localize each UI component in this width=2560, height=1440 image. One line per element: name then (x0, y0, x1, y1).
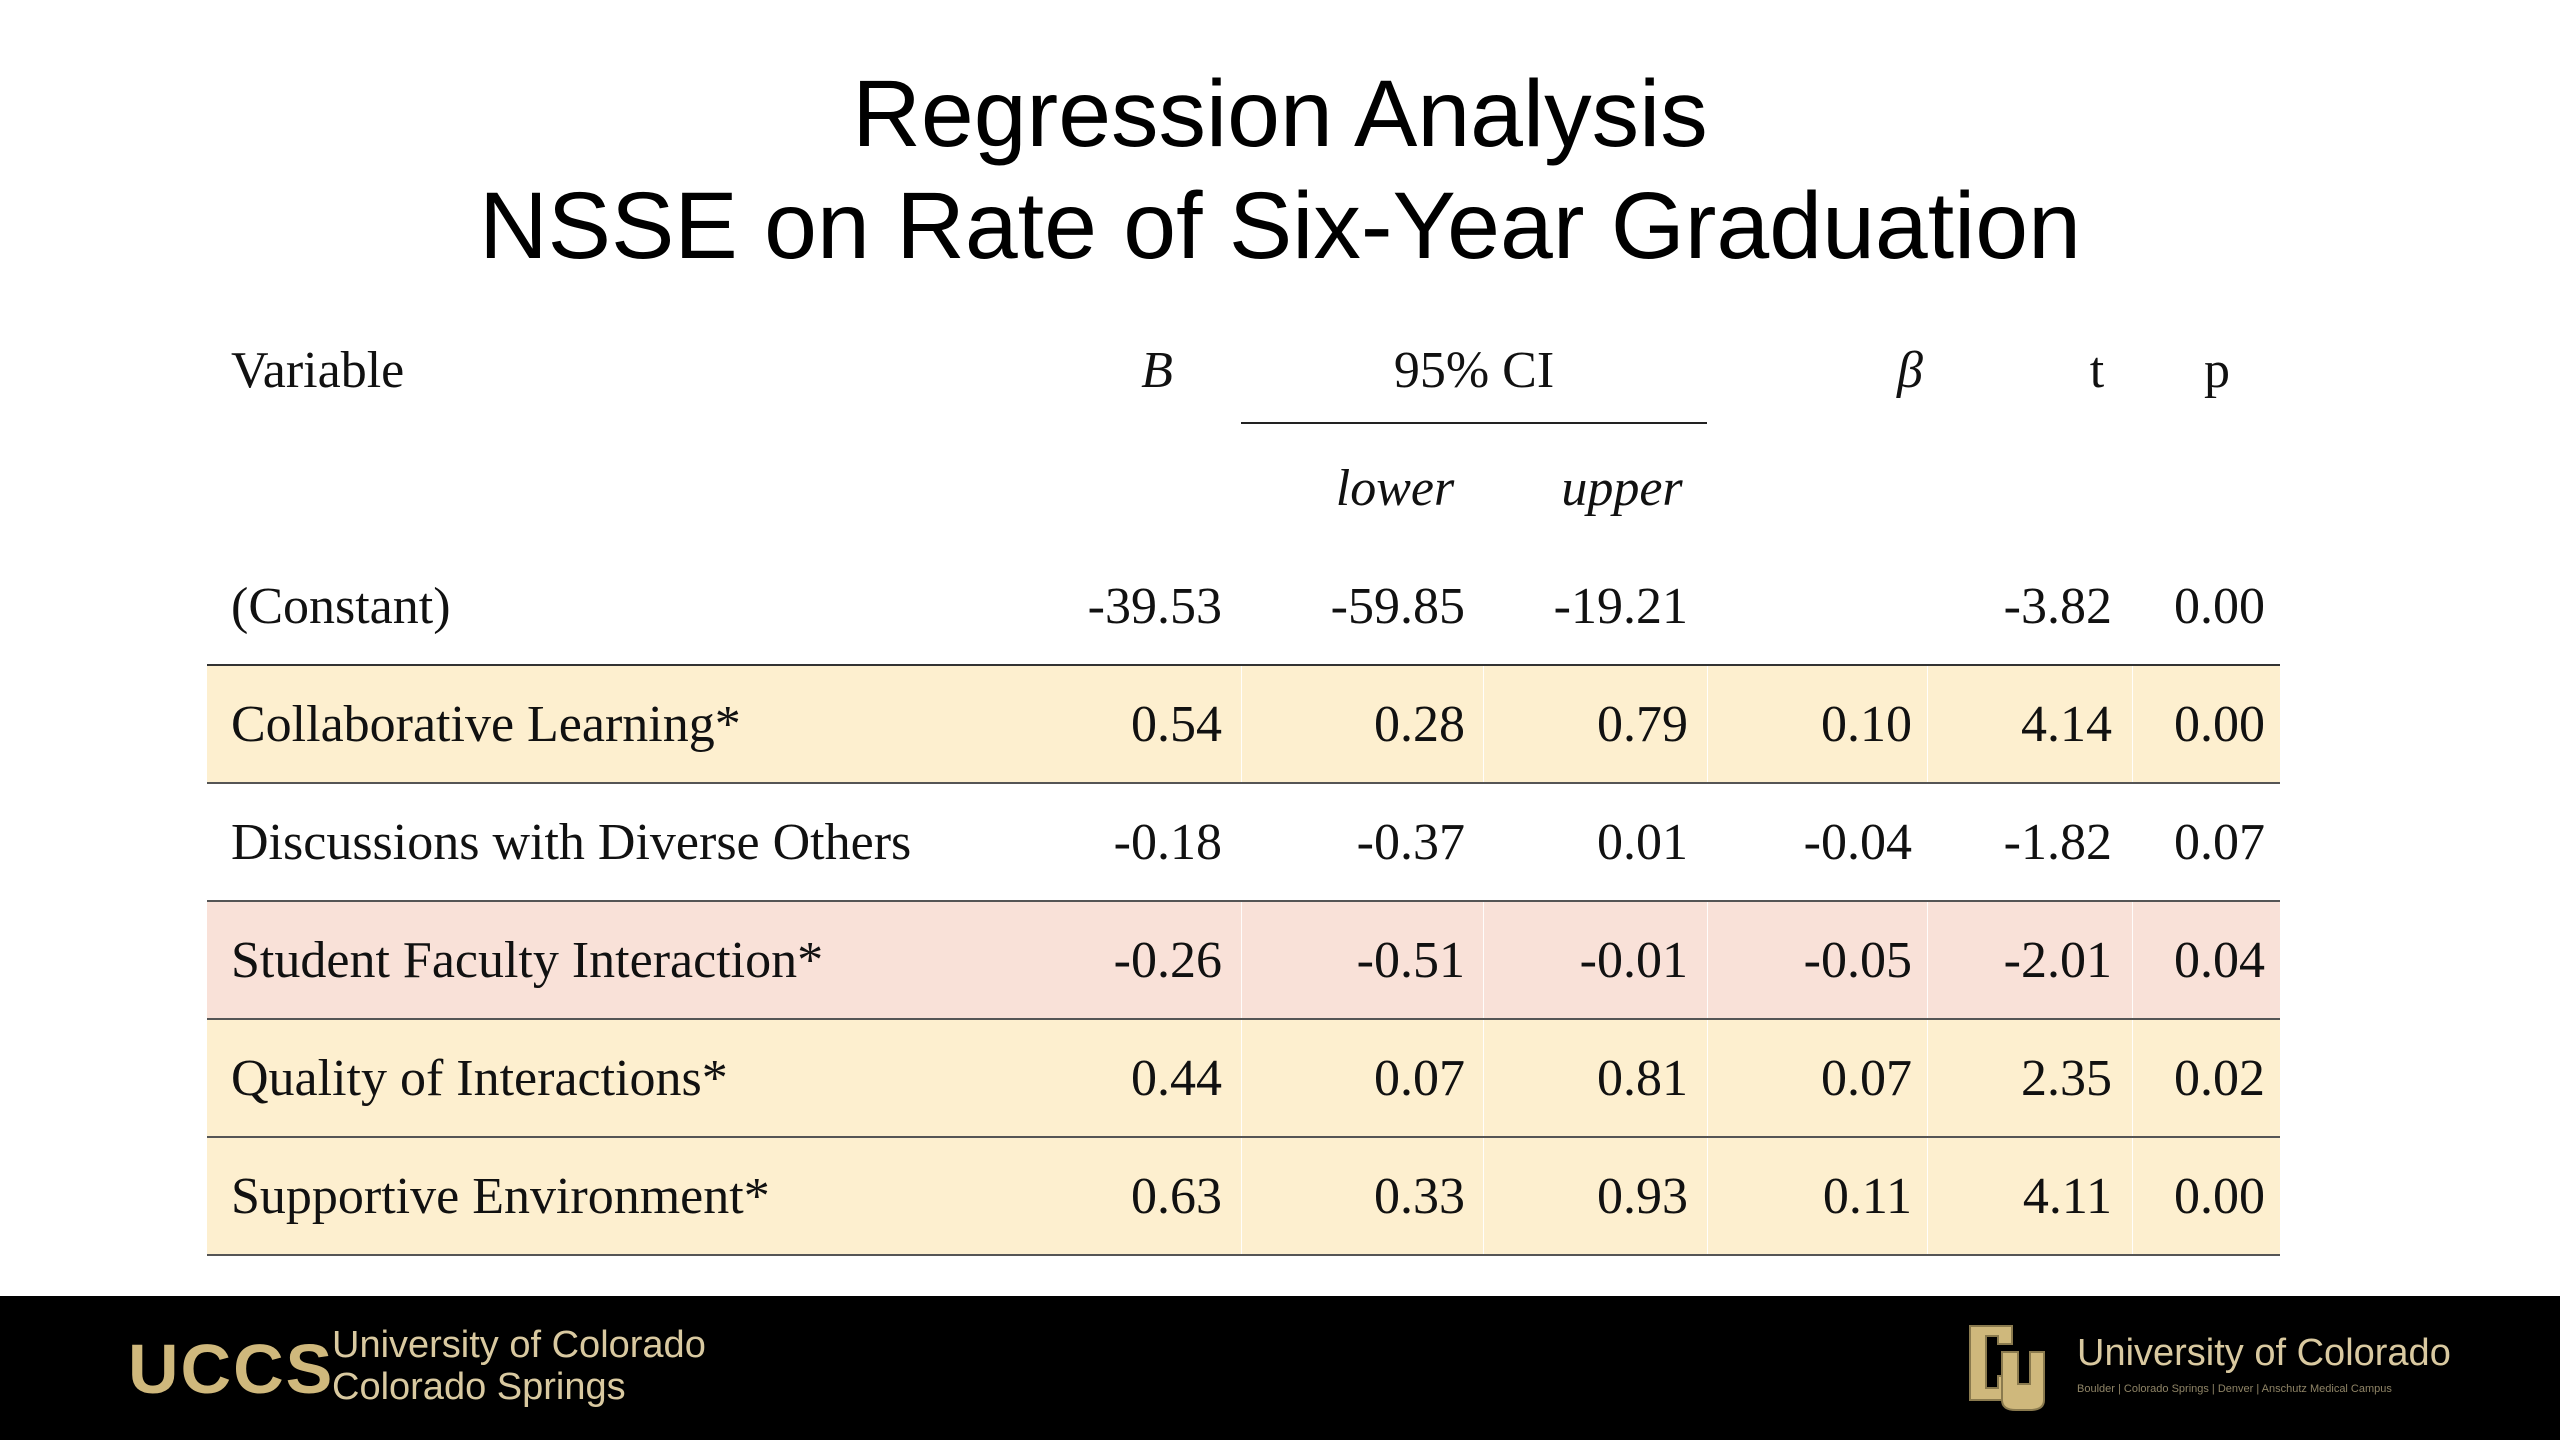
header-row: Variable B 95% CI β t p (207, 312, 2280, 430)
table-row-quality-interactions: Quality of Interactions* 0.44 0.07 0.81 … (207, 1020, 2280, 1138)
column-separator (1483, 1138, 1484, 1254)
ci-underline (1241, 422, 1707, 424)
column-separator (1483, 902, 1484, 1018)
footer-bar: UCCS University of Colorado Colorado Spr… (0, 1296, 2560, 1440)
uccs-name-line-2: Colorado Springs (332, 1366, 626, 1408)
header-variable: Variable (231, 342, 405, 399)
column-separator (1483, 666, 1484, 782)
row-variable: Student Faculty Interaction* (231, 932, 824, 989)
table-row-supportive-environment: Supportive Environment* 0.63 0.33 0.93 0… (207, 1138, 2280, 1256)
row-beta: -0.05 (1803, 932, 1912, 989)
row-lower: -59.85 (1330, 578, 1465, 635)
row-b: 0.44 (1131, 1050, 1222, 1107)
table-row-collaborative-learning: Collaborative Learning* 0.54 0.28 0.79 0… (207, 666, 2280, 784)
row-beta (1717, 548, 1912, 666)
row-t: 4.14 (2021, 696, 2112, 753)
title-line-2: NSSE on Rate of Six-Year Graduation (479, 173, 2081, 279)
row-b: 0.63 (1131, 1168, 1222, 1225)
row-variable: (Constant) (231, 578, 451, 635)
row-p: 0.00 (2174, 696, 2265, 753)
uccs-logo: UCCS (128, 1330, 335, 1408)
row-upper: 0.81 (1597, 1050, 1688, 1107)
row-variable: Discussions with Diverse Others (231, 814, 912, 871)
row-lower: -0.37 (1356, 814, 1465, 871)
row-lower: 0.07 (1374, 1050, 1465, 1107)
column-separator (2132, 666, 2133, 782)
column-separator (1241, 902, 1242, 1018)
column-separator (2132, 902, 2133, 1018)
header-t: t (2089, 342, 2105, 399)
row-b: -0.26 (1113, 932, 1222, 989)
row-p: 0.00 (2174, 578, 2265, 635)
column-separator (2132, 1138, 2133, 1254)
header-ci: 95% CI (1393, 342, 1555, 399)
title-line-1: Regression Analysis (852, 61, 1708, 167)
slide-title: Regression Analysis NSSE on Rate of Six-… (0, 58, 2560, 282)
row-lower: 0.28 (1374, 696, 1465, 753)
uccs-name-line-1: University of Colorado (332, 1324, 706, 1366)
column-separator (1707, 1020, 1708, 1136)
column-separator (1707, 902, 1708, 1018)
row-beta: 0.10 (1821, 696, 1912, 753)
row-beta: 0.11 (1822, 1168, 1912, 1225)
column-separator (2132, 1020, 2133, 1136)
row-b: -0.18 (1113, 814, 1222, 871)
row-variable: Supportive Environment* (231, 1168, 770, 1225)
column-separator (1241, 1020, 1242, 1136)
row-upper: 0.93 (1597, 1168, 1688, 1225)
column-separator (1241, 666, 1242, 782)
table-row-constant: (Constant) -39.53 -59.85 -19.21 -3.82 0.… (207, 548, 2280, 666)
row-b: 0.54 (1131, 696, 1222, 753)
row-t: -3.82 (2003, 578, 2112, 635)
row-p: 0.07 (2174, 814, 2265, 871)
cu-logo-icon (1969, 1325, 2045, 1411)
column-separator (1927, 1138, 1928, 1254)
table-row-discussions-diverse: Discussions with Diverse Others -0.18 -0… (207, 784, 2280, 902)
column-separator (1707, 666, 1708, 782)
row-variable: Quality of Interactions* (231, 1050, 728, 1107)
row-beta: -0.04 (1803, 814, 1912, 871)
row-lower: 0.33 (1374, 1168, 1465, 1225)
subheader-row: lower upper (207, 430, 2280, 548)
header-upper: upper (1561, 460, 1683, 517)
regression-table: Variable B 95% CI β t p lower upper (Con… (207, 312, 2280, 1256)
row-t: -1.82 (2003, 814, 2112, 871)
header-p: p (2204, 342, 2230, 399)
row-upper: -0.01 (1579, 932, 1688, 989)
header-b: B (1141, 342, 1173, 399)
cu-campuses: Boulder | Colorado Springs | Denver | An… (2077, 1383, 2392, 1395)
column-separator (1707, 1138, 1708, 1254)
row-p: 0.02 (2174, 1050, 2265, 1107)
row-b: -39.53 (1087, 578, 1222, 635)
row-upper: 0.01 (1597, 814, 1688, 871)
cu-name: University of Colorado (2077, 1332, 2451, 1374)
uccs-name: University of Colorado Colorado Springs (332, 1324, 706, 1408)
row-upper: 0.79 (1597, 696, 1688, 753)
column-separator (1483, 1020, 1484, 1136)
column-separator (1927, 666, 1928, 782)
row-beta: 0.07 (1821, 1050, 1912, 1107)
column-separator (1927, 902, 1928, 1018)
row-t: 4.11 (2022, 1168, 2112, 1225)
row-lower: -0.51 (1356, 932, 1465, 989)
column-separator (1241, 1138, 1242, 1254)
header-lower: lower (1335, 460, 1455, 517)
row-p: 0.04 (2174, 932, 2265, 989)
row-t: -2.01 (2003, 932, 2112, 989)
row-p: 0.00 (2174, 1168, 2265, 1225)
row-variable: Collaborative Learning* (231, 696, 741, 753)
row-t: 2.35 (2021, 1050, 2112, 1107)
row-upper: -19.21 (1553, 578, 1688, 635)
table-row-student-faculty: Student Faculty Interaction* -0.26 -0.51… (207, 902, 2280, 1020)
column-separator (1927, 1020, 1928, 1136)
header-beta: β (1897, 342, 1923, 399)
